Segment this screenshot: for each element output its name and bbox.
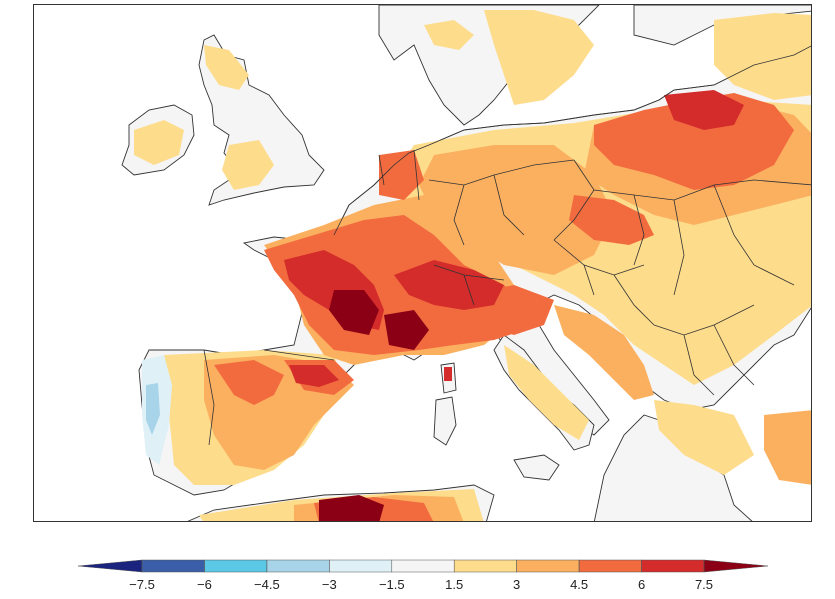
colorbar-svg: −7.5 −6 −4.5 −3 −1.5 1.5 3 4.5 6 7.5: [77, 559, 769, 592]
colorbar-tick-label: 4.5: [570, 577, 588, 592]
band-red-iberia-east: [214, 360, 284, 405]
border-lines-continent: [203, 149, 811, 446]
band-max-massif-central: [329, 290, 379, 335]
colorbar-tick-label: 1.5: [445, 577, 463, 592]
band-yellow-norway: [424, 20, 474, 50]
band-deep-alps: [394, 260, 504, 310]
anomaly-map: [121, 5, 811, 521]
colorbar-bin: [204, 559, 268, 573]
band-yellow-ireland: [134, 120, 184, 165]
band-max-alps: [384, 310, 429, 350]
colorbar-bin: [391, 559, 455, 573]
band-yellow-scotland: [204, 45, 249, 90]
band-deep-corsica: [444, 367, 452, 381]
band-deep-poland: [664, 90, 744, 130]
colorbar-arrow-min: [77, 559, 143, 573]
colorbar: −7.5 −6 −4.5 −3 −1.5 1.5 3 4.5 6 7.5: [77, 558, 769, 594]
colorbar-tick-label: −6: [197, 577, 212, 592]
colorbar-bin: [516, 559, 580, 573]
anomaly-band-6-to-7-5: [284, 90, 744, 387]
band-yellow-england: [222, 140, 274, 190]
colorbar-tick-label: −4.5: [254, 577, 280, 592]
borders: [203, 45, 811, 446]
colorbar-tick-label: 7.5: [695, 577, 713, 592]
band-yellow-scandinavia: [484, 10, 594, 105]
land-sicily: [513, 454, 560, 481]
band-yellow-northeast: [714, 13, 811, 100]
colorbar-bin: [578, 559, 642, 573]
band-red-benelux: [379, 150, 424, 200]
coastline-outline: [333, 45, 811, 236]
band-max-algeria: [319, 495, 384, 521]
colorbar-tick-label: −1.5: [379, 577, 405, 592]
anomaly-band-negative: [142, 355, 172, 465]
colorbar-tick-label: −7.5: [129, 577, 155, 592]
colorbar-bin: [453, 559, 517, 573]
band-red-czech: [569, 195, 654, 245]
band-orange-balkans: [554, 305, 654, 400]
anomaly-band-above-7-5: [319, 290, 429, 521]
colorbar-tick-label: 6: [638, 577, 645, 592]
colorbar-ticks: −7.5 −6 −4.5 −3 −1.5 1.5 3 4.5 6 7.5: [129, 560, 713, 592]
colorbar-bin: [141, 559, 205, 573]
band-orange-germany: [419, 145, 614, 275]
colorbar-bin: [641, 559, 705, 573]
band-red-poland: [594, 93, 794, 190]
colorbar-bins: [141, 559, 705, 573]
band-orange-anatolia: [764, 410, 811, 485]
colorbar-tick-label: 3: [513, 577, 520, 592]
map-frame: [33, 4, 812, 522]
colorbar-bin: [329, 559, 393, 573]
band-deep-iberia: [289, 365, 339, 387]
colorbar-bin: [266, 559, 330, 573]
band-cool-portugal-inner: [146, 383, 160, 435]
band-yellow-greece: [654, 400, 754, 475]
land-sardinia: [433, 396, 457, 446]
band-yellow-italy: [504, 345, 589, 440]
colorbar-arrow-max: [703, 559, 769, 573]
band-red-france: [264, 215, 529, 355]
colorbar-tick-label: −3: [322, 577, 337, 592]
